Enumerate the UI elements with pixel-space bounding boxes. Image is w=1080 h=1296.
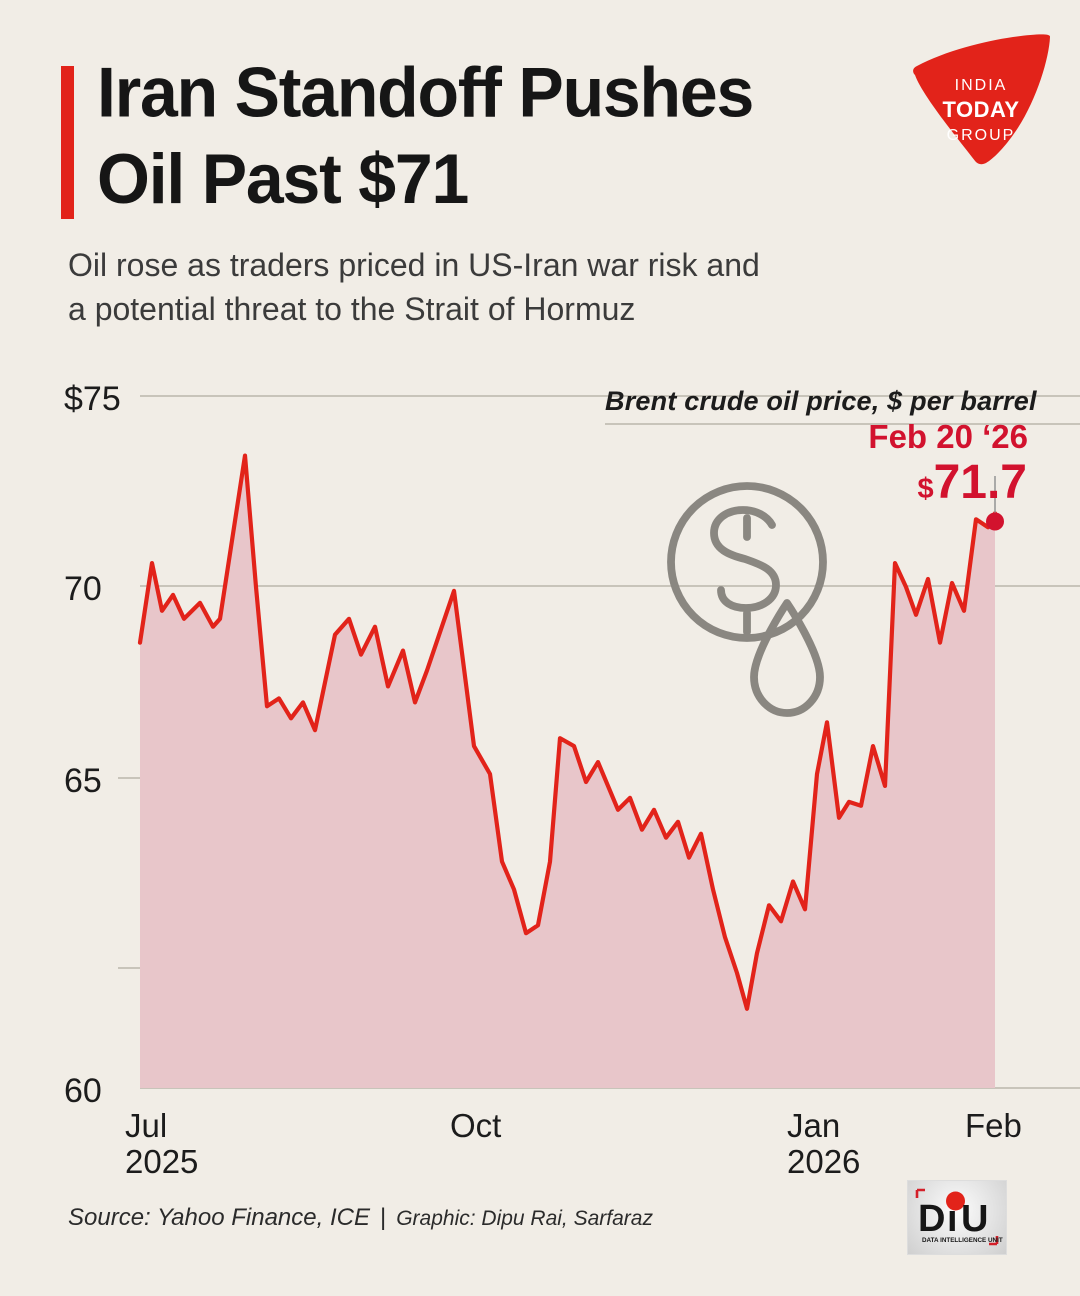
svg-text:INDIA: INDIA	[955, 77, 1008, 94]
svg-text:60: 60	[64, 1072, 102, 1110]
svg-text:TODAY: TODAY	[942, 97, 1019, 122]
svg-text:Jan: Jan	[787, 1107, 840, 1144]
svg-text:U: U	[961, 1198, 988, 1240]
svg-text:D: D	[918, 1198, 945, 1240]
svg-text:Feb 20 ‘26: Feb 20 ‘26	[868, 418, 1028, 455]
svg-text:GROUP: GROUP	[947, 127, 1016, 144]
svg-text:Jul: Jul	[125, 1107, 167, 1144]
svg-text:$71.7: $71.7	[917, 456, 1027, 509]
svg-text:Brent crude oil price, $ per b: Brent crude oil price, $ per barrel	[605, 386, 1037, 416]
svg-text:70: 70	[64, 570, 102, 608]
svg-text:DATA INTELLIGENCE UNIT: DATA INTELLIGENCE UNIT	[922, 1237, 1003, 1244]
svg-text:Oct: Oct	[450, 1107, 501, 1144]
svg-text:2025: 2025	[125, 1143, 198, 1180]
svg-text:65: 65	[64, 762, 102, 800]
svg-text:2026: 2026	[787, 1143, 860, 1180]
svg-text:Feb: Feb	[965, 1107, 1022, 1144]
svg-text:$75: $75	[64, 380, 121, 418]
